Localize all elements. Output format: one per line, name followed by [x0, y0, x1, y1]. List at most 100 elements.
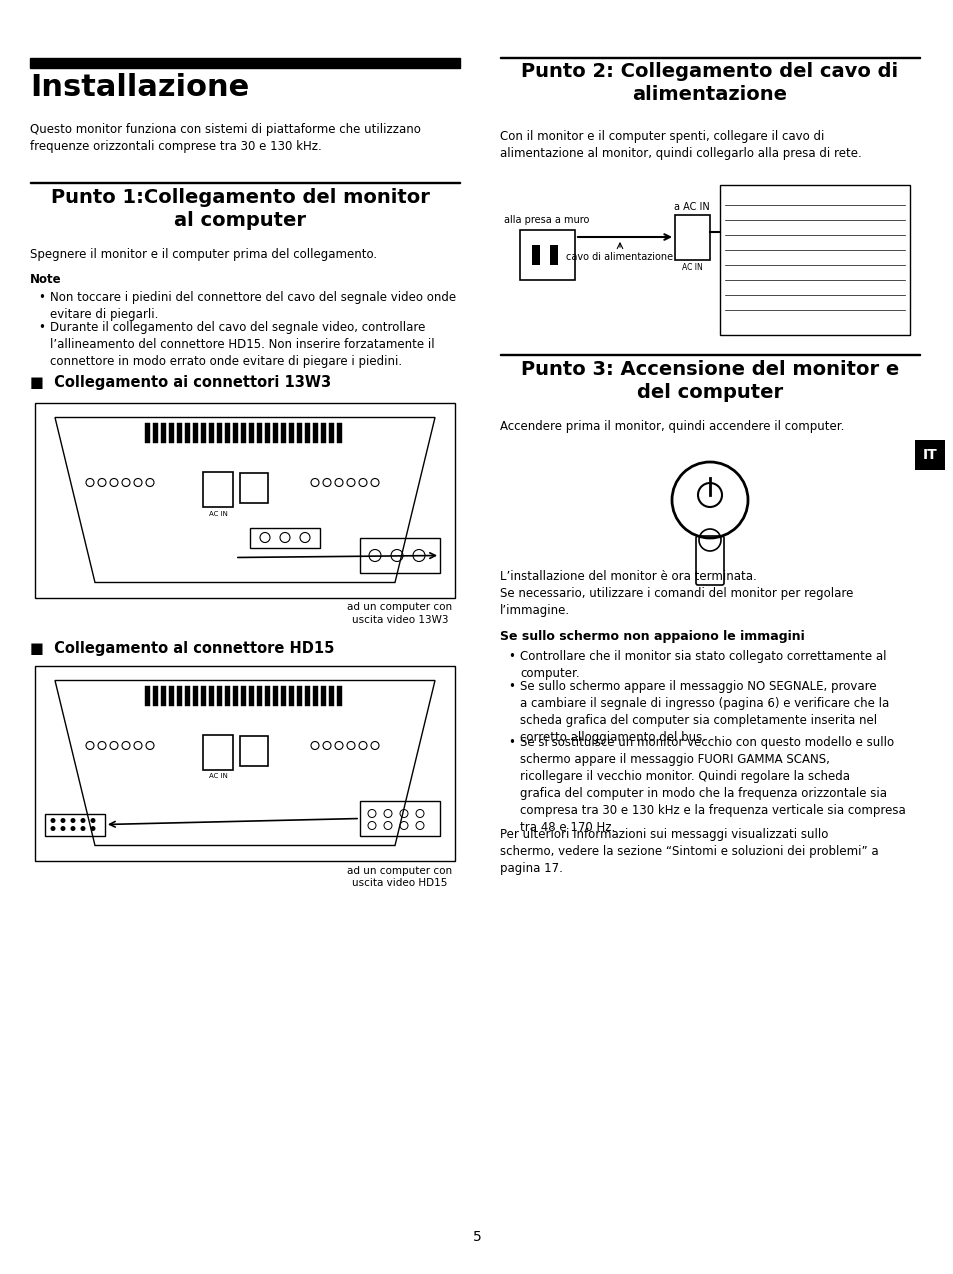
Bar — [256, 685, 262, 706]
Text: Con il monitor e il computer spenti, collegare il cavo di
alimentazione al monit: Con il monitor e il computer spenti, col… — [499, 130, 861, 161]
Text: Installazione: Installazione — [30, 73, 249, 102]
Text: IT: IT — [922, 448, 937, 462]
Bar — [203, 471, 233, 507]
Bar — [359, 538, 439, 572]
Bar — [35, 403, 455, 598]
Text: Note: Note — [30, 273, 62, 285]
Text: Se si sostituisce un monitor vecchio con questo modello e sullo
schermo appare i: Se si sostituisce un monitor vecchio con… — [519, 736, 904, 834]
Bar — [313, 685, 317, 706]
Text: ad un computer con
uscita video 13W3: ad un computer con uscita video 13W3 — [347, 603, 452, 626]
Bar — [152, 685, 158, 706]
Bar — [336, 423, 341, 442]
Bar — [241, 685, 246, 706]
Text: alla presa a muro: alla presa a muro — [504, 215, 589, 225]
Bar — [329, 423, 334, 442]
Bar — [914, 440, 944, 470]
Bar — [359, 800, 439, 836]
Text: cavo di alimentazione: cavo di alimentazione — [566, 252, 673, 262]
Text: Per ulteriori informazioni sui messaggi visualizzati sullo
schermo, vedere la se: Per ulteriori informazioni sui messaggi … — [499, 828, 878, 875]
Bar — [256, 423, 262, 442]
Bar — [249, 685, 253, 706]
Bar — [519, 231, 575, 280]
Bar — [273, 685, 277, 706]
Bar — [169, 423, 173, 442]
Circle shape — [91, 818, 95, 823]
Bar — [305, 423, 310, 442]
Text: ■  Collegamento ai connettori 13W3: ■ Collegamento ai connettori 13W3 — [30, 375, 331, 390]
Bar — [177, 685, 182, 706]
Bar — [532, 245, 539, 265]
Bar — [185, 423, 190, 442]
Bar — [320, 423, 326, 442]
Bar — [296, 685, 302, 706]
Text: ■  Collegamento al connettore HD15: ■ Collegamento al connettore HD15 — [30, 641, 334, 656]
Text: AC IN: AC IN — [209, 511, 227, 516]
Text: AC IN: AC IN — [209, 773, 227, 780]
Text: 5: 5 — [472, 1229, 481, 1243]
Circle shape — [60, 826, 66, 831]
Bar — [550, 245, 558, 265]
Bar — [161, 685, 166, 706]
Bar — [209, 685, 213, 706]
Bar — [305, 685, 310, 706]
Bar — [499, 353, 919, 355]
Text: L’installazione del monitor è ora terminata.
Se necessario, utilizzare i comandi: L’installazione del monitor è ora termin… — [499, 569, 853, 617]
Bar — [169, 685, 173, 706]
Bar — [720, 185, 909, 335]
Text: Accendere prima il monitor, quindi accendere il computer.: Accendere prima il monitor, quindi accen… — [499, 420, 843, 433]
Bar — [35, 665, 455, 860]
Bar — [265, 685, 270, 706]
Text: •: • — [38, 321, 45, 334]
Circle shape — [80, 818, 86, 823]
Bar — [249, 423, 253, 442]
Bar — [499, 56, 919, 59]
Bar — [216, 685, 222, 706]
Bar — [161, 423, 166, 442]
Text: Se sullo schermo appare il messaggio NO SEGNALE, provare
a cambiare il segnale d: Se sullo schermo appare il messaggio NO … — [519, 680, 888, 744]
Bar — [193, 685, 198, 706]
Bar — [145, 423, 150, 442]
Bar — [296, 423, 302, 442]
Text: Punto 1:Collegamento del monitor
al computer: Punto 1:Collegamento del monitor al comp… — [51, 189, 429, 231]
Bar — [225, 423, 230, 442]
Bar — [240, 735, 268, 766]
Bar — [193, 423, 198, 442]
Bar — [313, 423, 317, 442]
Bar — [250, 527, 319, 548]
Bar — [240, 473, 268, 502]
Bar — [152, 423, 158, 442]
Text: Se sullo schermo non appaiono le immagini: Se sullo schermo non appaiono le immagin… — [499, 631, 804, 643]
Bar — [225, 685, 230, 706]
Bar — [281, 423, 286, 442]
Text: Punto 3: Accensione del monitor e
del computer: Punto 3: Accensione del monitor e del co… — [520, 361, 898, 403]
Bar — [281, 685, 286, 706]
Text: Questo monitor funziona con sistemi di piattaforme che utilizzano
frequenze oriz: Questo monitor funziona con sistemi di p… — [30, 124, 420, 153]
Text: Spegnere il monitor e il computer prima del collegamento.: Spegnere il monitor e il computer prima … — [30, 248, 376, 261]
Bar — [273, 423, 277, 442]
Bar — [177, 423, 182, 442]
Text: •: • — [507, 650, 515, 662]
Text: •: • — [507, 736, 515, 749]
Bar — [201, 685, 206, 706]
Text: Punto 2: Collegamento del cavo di
alimentazione: Punto 2: Collegamento del cavo di alimen… — [521, 62, 898, 104]
Bar — [336, 685, 341, 706]
Circle shape — [71, 818, 75, 823]
Text: Non toccare i piedini del connettore del cavo del segnale video onde
evitare di : Non toccare i piedini del connettore del… — [50, 290, 456, 321]
Bar — [233, 423, 237, 442]
Text: a AC IN: a AC IN — [674, 203, 709, 211]
Text: •: • — [507, 680, 515, 693]
Bar — [185, 685, 190, 706]
Circle shape — [80, 826, 86, 831]
Text: ad un computer con
uscita video HD15: ad un computer con uscita video HD15 — [347, 865, 452, 888]
Bar — [30, 59, 459, 68]
Bar — [329, 685, 334, 706]
Bar — [289, 685, 294, 706]
Bar — [233, 685, 237, 706]
Bar — [209, 423, 213, 442]
Text: Controllare che il monitor sia stato collegato correttamente al
computer.: Controllare che il monitor sia stato col… — [519, 650, 885, 680]
Bar — [265, 423, 270, 442]
Bar — [675, 215, 709, 260]
Text: Durante il collegamento del cavo del segnale video, controllare
l’allineamento d: Durante il collegamento del cavo del seg… — [50, 321, 435, 368]
Circle shape — [51, 818, 55, 823]
Circle shape — [60, 818, 66, 823]
